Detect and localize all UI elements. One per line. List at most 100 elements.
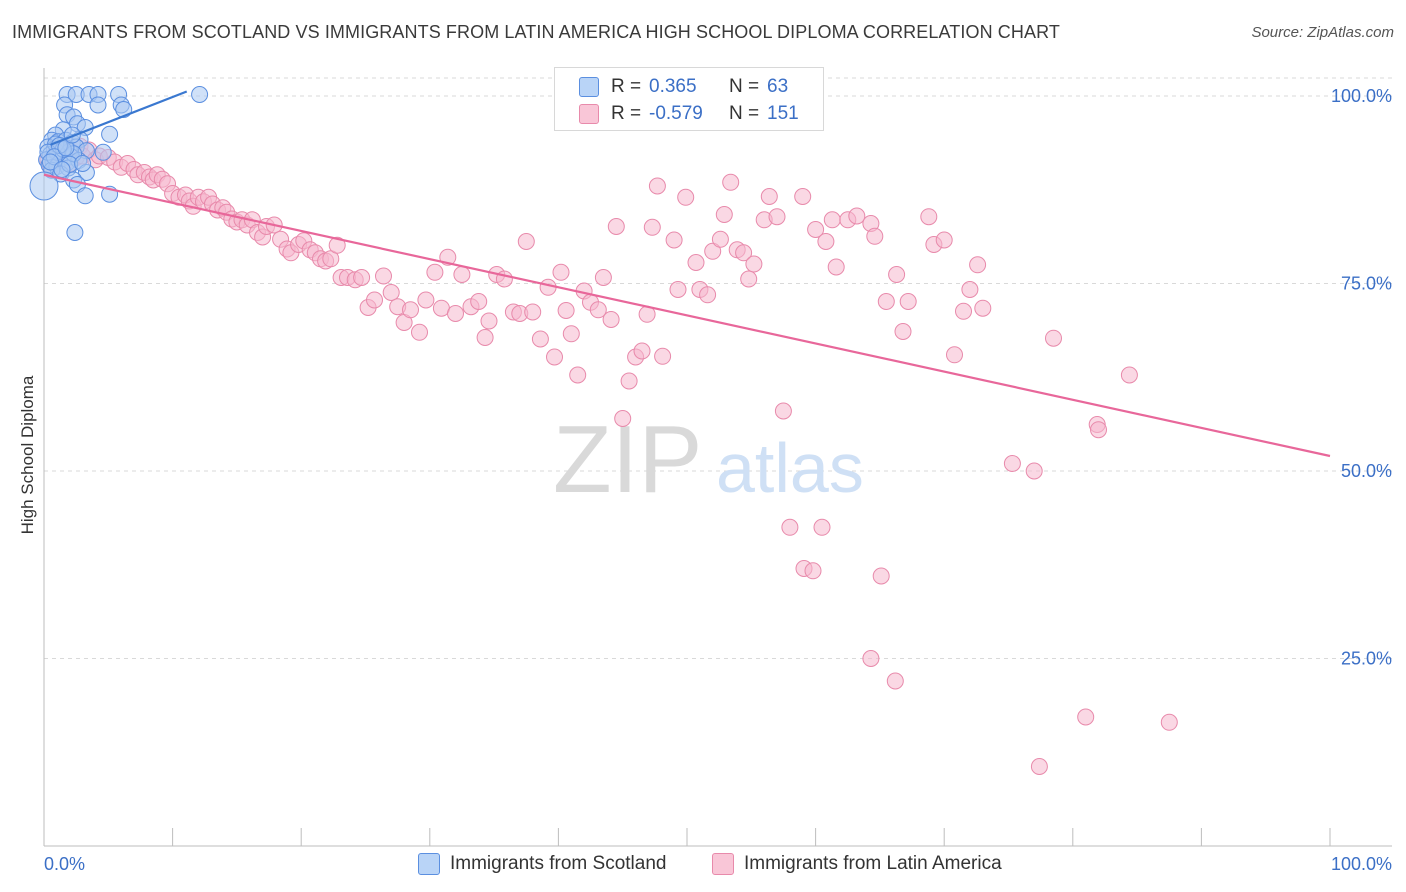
scotland-point: [94, 143, 112, 161]
watermark: ZIP atlas: [553, 406, 864, 513]
latin-point: [453, 266, 471, 283]
latin-point: [648, 177, 666, 195]
latin-point: [794, 188, 812, 205]
latin-point: [735, 244, 753, 262]
latin-point: [470, 293, 488, 310]
latin-point: [827, 258, 845, 276]
latin-point: [1120, 366, 1138, 384]
latin-point: [552, 263, 570, 281]
latin-point: [594, 269, 612, 286]
chart-title: IMMIGRANTS FROM SCOTLAND VS IMMIGRANTS F…: [12, 22, 1060, 42]
latin-point: [740, 270, 758, 288]
y-tick-label: 75.0%: [1341, 274, 1392, 294]
watermark-atlas: atlas: [716, 429, 864, 507]
latin-point: [699, 286, 717, 304]
latin-point: [722, 173, 740, 191]
bottom-legend-latin: Immigrants from Latin America: [712, 852, 1002, 876]
latin-point: [402, 301, 419, 319]
latin-point: [848, 207, 866, 225]
latin-point: [353, 269, 371, 286]
latin-point: [894, 323, 912, 340]
latin-point: [817, 233, 835, 250]
scotland-r-value: 0.365: [649, 76, 697, 97]
latin-point: [1045, 329, 1062, 347]
latin-point: [704, 242, 722, 260]
latin-point: [654, 347, 672, 365]
source-credit: Source: ZipAtlas.com: [1251, 24, 1394, 41]
latin-point: [633, 342, 651, 360]
x-tick-label-max: 100.0%: [1331, 854, 1392, 874]
latin-legend-swatch: [712, 853, 734, 875]
x-tick-label-min: 0.0%: [44, 854, 85, 874]
scotland-legend-swatch: [418, 853, 440, 875]
latin-america-points: [39, 137, 1178, 775]
latin-r-value: -0.579: [649, 103, 703, 124]
latin-point: [807, 221, 825, 238]
latin-point: [768, 208, 786, 226]
scotland-trend-line: [50, 90, 188, 146]
latin-n-value: 151: [767, 103, 799, 124]
latin-point: [823, 211, 841, 229]
legend-row-scotland: R = 0.365 N = 63: [555, 73, 788, 101]
latin-swatch: [579, 104, 599, 124]
latin-point: [426, 263, 444, 281]
latin-point: [546, 348, 563, 366]
latin-point: [886, 672, 904, 690]
n-label: N =: [729, 103, 760, 124]
trend-lines: [43, 90, 1331, 458]
latin-point: [969, 256, 987, 274]
latin-point: [1003, 455, 1021, 472]
latin-trend-line: [43, 173, 1331, 458]
latin-point: [620, 372, 638, 390]
latin-point: [888, 266, 906, 283]
latin-point: [607, 218, 625, 235]
latin-point: [711, 230, 729, 248]
latin-point: [715, 206, 733, 223]
r-label: R =: [611, 103, 642, 124]
scotland-legend-label: Immigrants from Scotland: [450, 853, 667, 874]
latin-point: [877, 293, 895, 310]
latin-point: [375, 267, 392, 285]
y-tick-label: 50.0%: [1341, 461, 1392, 481]
gridlines: [44, 77, 1392, 659]
latin-point: [569, 366, 587, 384]
latin-point: [1030, 758, 1048, 775]
latin-point: [920, 208, 938, 226]
bottom-legend-scotland: Immigrants from Scotland: [418, 852, 666, 876]
latin-point: [866, 227, 884, 245]
latin-point: [562, 325, 580, 343]
r-label: R =: [611, 76, 642, 97]
latin-point: [774, 402, 792, 420]
scotland-point: [63, 126, 81, 144]
scotland-point: [74, 155, 92, 172]
latin-point: [1077, 708, 1095, 726]
latin-point: [447, 305, 464, 322]
scotland-point: [191, 86, 209, 103]
latin-point: [813, 518, 831, 536]
latin-legend-label: Immigrants from Latin America: [744, 853, 1002, 874]
latin-point: [804, 562, 822, 580]
latin-point: [411, 323, 428, 341]
latin-point: [669, 281, 687, 298]
latin-point: [524, 303, 542, 321]
latin-point: [781, 518, 799, 536]
latin-point: [745, 255, 763, 273]
correlation-legend: R = 0.365 N = 63 R = -0.579 N = 151: [554, 67, 824, 131]
latin-point: [1160, 713, 1178, 731]
latin-point: [899, 293, 917, 310]
latin-point: [872, 567, 890, 585]
scotland-point: [29, 171, 59, 201]
scotland-point: [53, 161, 71, 178]
legend-row-latin: R = -0.579 N = 151: [555, 100, 799, 128]
latin-point: [602, 311, 620, 328]
latin-point: [955, 302, 972, 320]
latin-point: [589, 301, 607, 319]
scotland-point: [89, 96, 107, 114]
latin-point: [531, 330, 549, 348]
latin-point: [382, 284, 400, 301]
latin-point: [417, 291, 435, 309]
latin-point: [517, 233, 535, 250]
latin-point: [476, 329, 494, 346]
latin-point: [935, 231, 953, 249]
latin-point: [687, 254, 705, 271]
